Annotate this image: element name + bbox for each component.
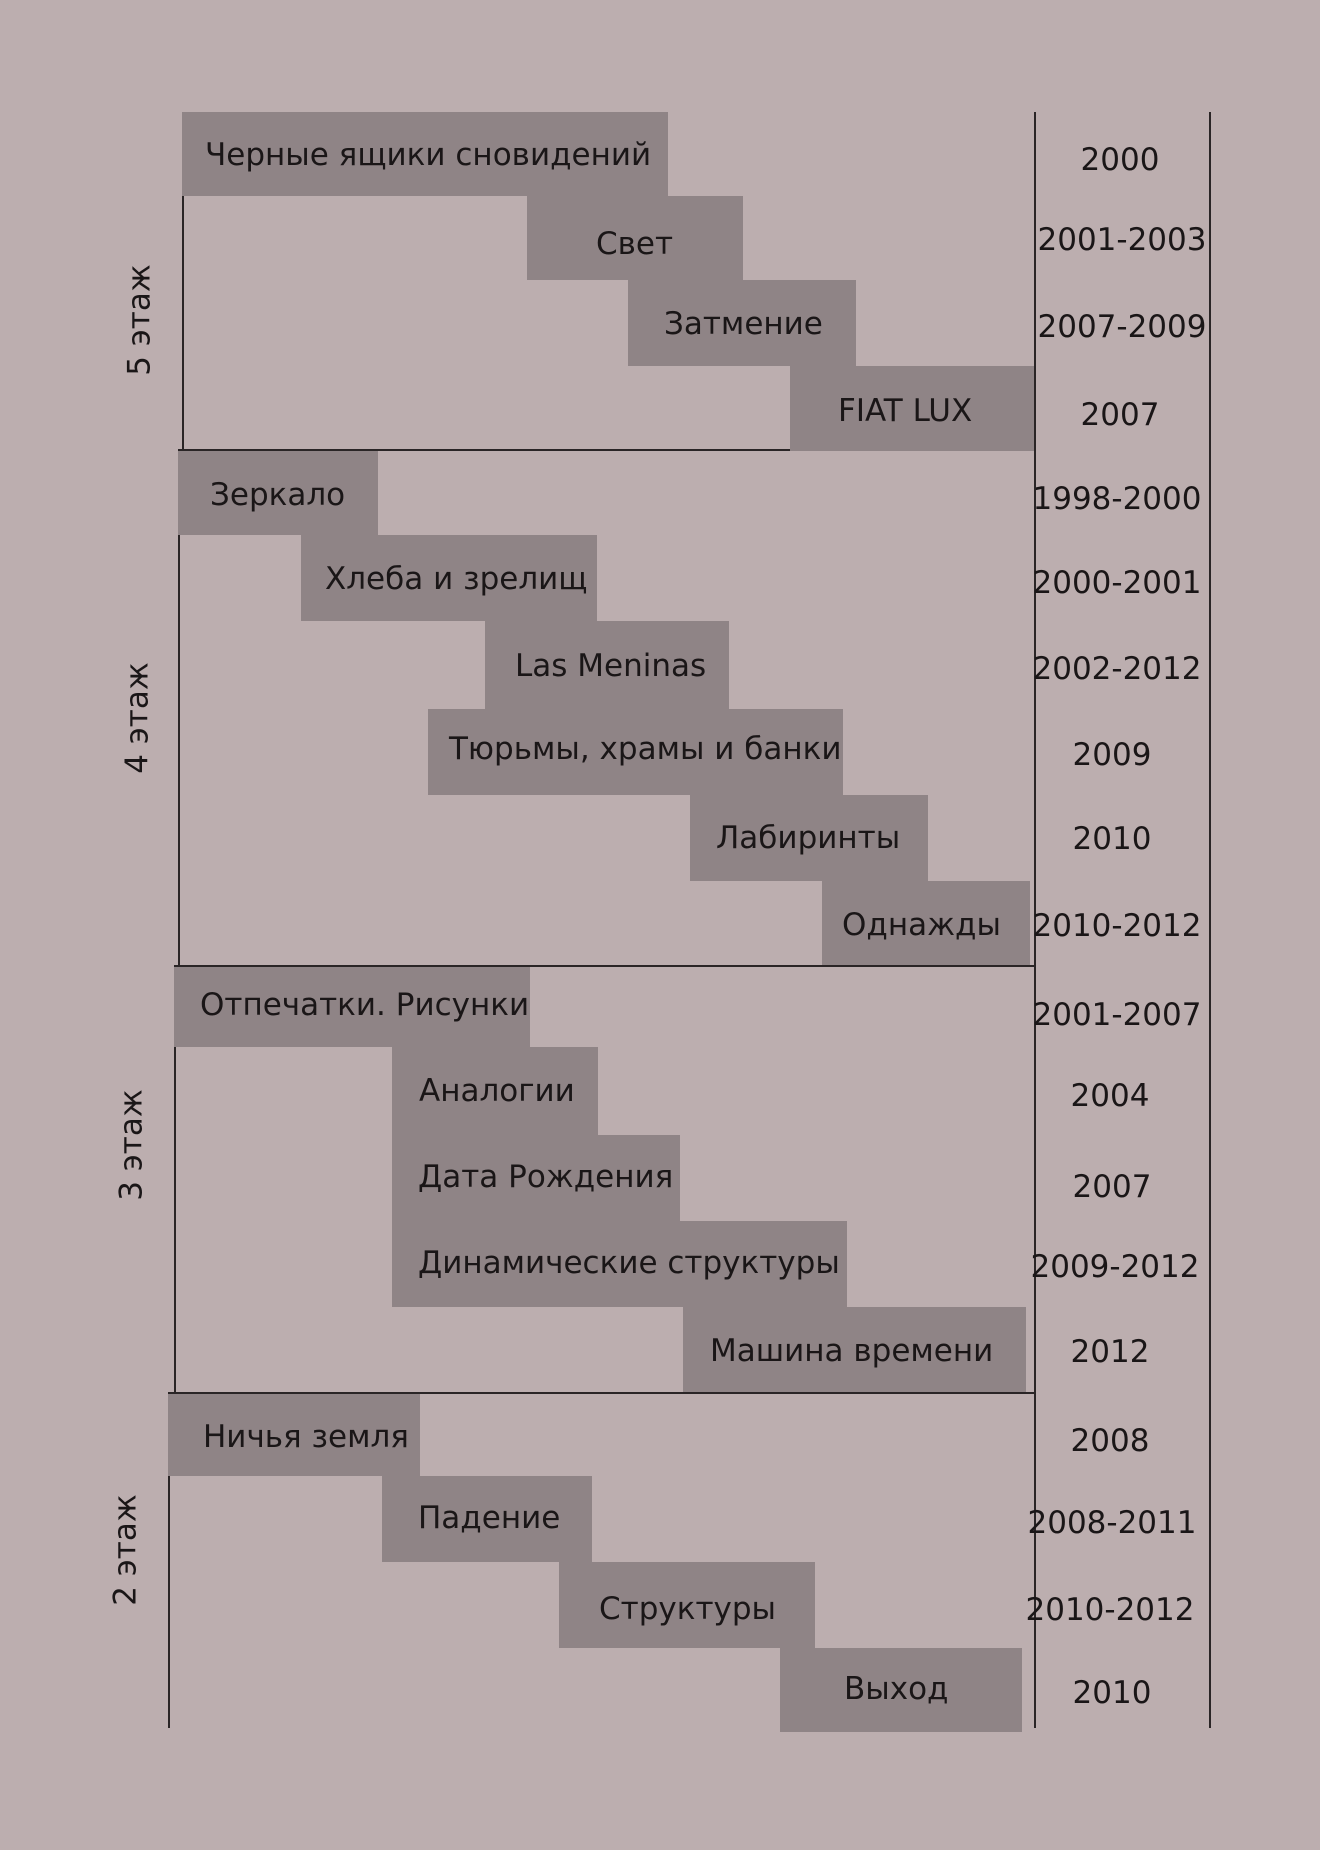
floor-divider-line: [168, 1392, 1034, 1394]
exhibit-label: Ничья земля: [203, 1419, 409, 1455]
year-range: 2012: [1070, 1334, 1150, 1370]
exhibit-block: [822, 881, 1030, 965]
exhibit-label: Затмение: [664, 306, 823, 342]
exhibit-block: [392, 1135, 680, 1221]
exhibit-block: [628, 280, 856, 366]
exhibit-block: [690, 795, 928, 881]
middle-border-line: [1034, 112, 1036, 1728]
exhibit-label: Отпечатки. Рисунки: [200, 987, 530, 1023]
exhibit-block: [559, 1562, 815, 1648]
exhibit-label: Дата Рождения: [418, 1159, 674, 1195]
floor-label: 4 этаж: [119, 662, 156, 774]
exhibit-block: [392, 1221, 847, 1307]
year-range: 2000-2001: [1032, 565, 1202, 601]
exhibit-block: [790, 366, 1034, 451]
floor-divider-line: [178, 449, 1036, 451]
exhibit-label: Машина времени: [710, 1333, 994, 1369]
exhibit-label: Динамические структуры: [418, 1245, 840, 1281]
exhibit-block: [168, 1394, 420, 1476]
exhibit-label: Аналогии: [419, 1073, 575, 1109]
year-range: 2001-2003: [1037, 222, 1207, 258]
year-range: 2008: [1070, 1423, 1150, 1459]
exhibit-block: [527, 196, 743, 280]
exhibit-label: Лабиринты: [716, 820, 901, 856]
year-range: 2007: [1072, 1169, 1152, 1205]
exhibit-block: [301, 535, 597, 621]
paper-edge: [1320, 0, 1330, 1860]
right-border-line: [1209, 112, 1211, 1728]
exhibit-label: FIAT LUX: [838, 393, 973, 429]
year-range: 2010: [1072, 821, 1152, 857]
floor-label: 2 этаж: [107, 1494, 144, 1606]
year-range: 2002-2012: [1032, 651, 1202, 687]
exhibit-label: Выход: [844, 1671, 949, 1707]
left-border-line: [178, 449, 180, 965]
floor-label: 5 этаж: [121, 264, 158, 376]
exhibit-label: Падение: [418, 1500, 561, 1536]
exhibit-block: [382, 1476, 592, 1562]
year-range: 2009: [1072, 737, 1152, 773]
exhibit-block: [392, 1047, 598, 1135]
year-range: 1998-2000: [1032, 481, 1202, 517]
year-range: 2010-2012: [1025, 1592, 1195, 1628]
exhibit-block: [182, 112, 668, 196]
year-range: 2007-2009: [1037, 309, 1207, 345]
year-range: 2010: [1072, 1675, 1152, 1711]
floor-divider-line: [174, 965, 1034, 967]
year-range: 2007: [1080, 397, 1160, 433]
paper-edge: [0, 1850, 1330, 1860]
exhibit-label: Свет: [596, 226, 674, 262]
exhibit-block: [174, 967, 530, 1047]
year-range: 2004: [1070, 1078, 1150, 1114]
year-range: 2008-2011: [1027, 1505, 1197, 1541]
year-range: 2001-2007: [1032, 997, 1202, 1033]
left-border-line: [182, 112, 184, 449]
year-range: 2010-2012: [1032, 908, 1202, 944]
exhibit-label: Однажды: [842, 907, 1001, 943]
exhibit-block: [683, 1307, 1026, 1392]
exhibit-label: Структуры: [599, 1591, 777, 1627]
exhibit-label: Хлеба и зрелищ: [325, 561, 588, 597]
exhibit-block: [178, 451, 378, 535]
exhibit-label: Las Meninas: [515, 648, 707, 684]
left-border-line: [168, 1392, 170, 1728]
year-range: 2000: [1080, 142, 1160, 178]
exhibit-label: Тюрьмы, храмы и банки: [449, 731, 842, 767]
exhibit-label: Черные ящики сновидений: [205, 137, 652, 173]
exhibit-block: [485, 621, 729, 709]
exhibit-block: [428, 709, 843, 795]
exhibit-block: [780, 1648, 1022, 1732]
left-border-line: [174, 965, 176, 1392]
floor-label: 3 этаж: [113, 1089, 150, 1201]
exhibit-label: Зеркало: [210, 477, 346, 513]
year-range: 2009-2012: [1030, 1249, 1200, 1285]
